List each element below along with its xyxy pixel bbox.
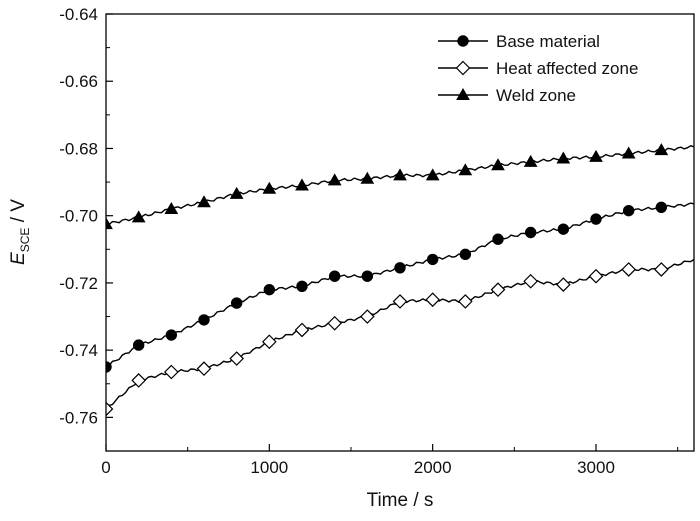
data-point — [425, 292, 441, 308]
x-tick-label: 2000 — [414, 458, 452, 477]
data-point — [262, 181, 277, 194]
data-point — [392, 294, 408, 309]
data-point — [394, 262, 406, 274]
data-point — [106, 401, 114, 417]
data-point — [327, 315, 343, 331]
data-point — [327, 173, 342, 186]
data-point — [425, 168, 440, 181]
data-point — [230, 297, 243, 309]
y-axis-title: ESCE / V — [8, 199, 32, 265]
data-point — [523, 273, 539, 289]
data-point — [360, 171, 375, 184]
data-point — [229, 351, 245, 366]
y-tick-label: -0.74 — [59, 341, 98, 360]
y-tick-label: -0.64 — [59, 5, 98, 24]
data-point — [261, 334, 277, 350]
legend-item-0: Base material — [438, 32, 600, 51]
series-2 — [106, 143, 694, 230]
data-point — [555, 277, 571, 292]
data-point — [164, 201, 179, 214]
data-point — [198, 314, 210, 326]
y-tick-label: -0.76 — [59, 408, 98, 427]
data-point — [165, 329, 178, 341]
data-point — [426, 253, 439, 266]
legend: Base material Heat affected zone Weld zone — [438, 32, 638, 105]
data-point — [524, 226, 537, 239]
data-point — [523, 154, 538, 167]
data-point — [588, 268, 604, 284]
series-line-1 — [106, 258, 694, 410]
series-line-0 — [106, 202, 694, 368]
legend-item-2: Weld zone — [438, 86, 576, 105]
data-point — [459, 248, 472, 261]
data-point — [491, 158, 505, 171]
legend-label: Weld zone — [496, 86, 576, 105]
series-line-2 — [106, 145, 694, 226]
data-point — [590, 213, 602, 225]
legend-label: Base material — [496, 32, 600, 51]
series-0 — [106, 201, 694, 373]
legend-label: Heat affected zone — [496, 59, 638, 78]
data-point — [458, 163, 473, 176]
data-point — [132, 339, 145, 351]
data-point — [106, 217, 113, 230]
data-point — [359, 309, 375, 324]
data-point — [492, 233, 504, 245]
legend-marker — [456, 87, 470, 100]
y-tick-label: -0.68 — [59, 139, 98, 158]
x-tick-label: 1000 — [250, 458, 288, 477]
data-point — [197, 195, 211, 208]
y-tick-label: -0.66 — [59, 72, 98, 91]
data-point — [653, 262, 669, 277]
data-point — [163, 364, 179, 380]
data-point — [589, 149, 603, 162]
x-tick-label: 3000 — [577, 458, 615, 477]
data-point — [295, 178, 309, 191]
data-point — [196, 361, 212, 376]
data-point — [296, 280, 308, 292]
legend-marker — [457, 35, 469, 47]
legend-item-1: Heat affected zone — [438, 59, 638, 78]
data-point — [622, 204, 635, 217]
data-point — [131, 373, 147, 388]
data-point — [621, 146, 636, 159]
data-point — [393, 168, 407, 181]
data-point — [654, 143, 669, 156]
data-point — [490, 282, 506, 297]
data-point — [361, 270, 374, 282]
data-point — [621, 262, 637, 277]
y-tick-label: -0.70 — [59, 207, 98, 226]
legend-marker — [455, 60, 471, 76]
data-point — [556, 151, 571, 164]
data-point — [557, 223, 570, 235]
data-point — [328, 270, 341, 282]
data-point — [655, 201, 668, 213]
data-point — [131, 210, 146, 223]
data-point — [229, 186, 244, 199]
series-1 — [106, 258, 694, 417]
x-tick-label: 0 — [101, 458, 110, 477]
data-point — [457, 294, 473, 309]
data-point — [263, 283, 276, 296]
data-point — [294, 322, 310, 338]
x-axis-title: Time / s — [367, 490, 434, 511]
plot-frame — [105, 13, 695, 452]
y-tick-label: -0.72 — [59, 274, 98, 293]
